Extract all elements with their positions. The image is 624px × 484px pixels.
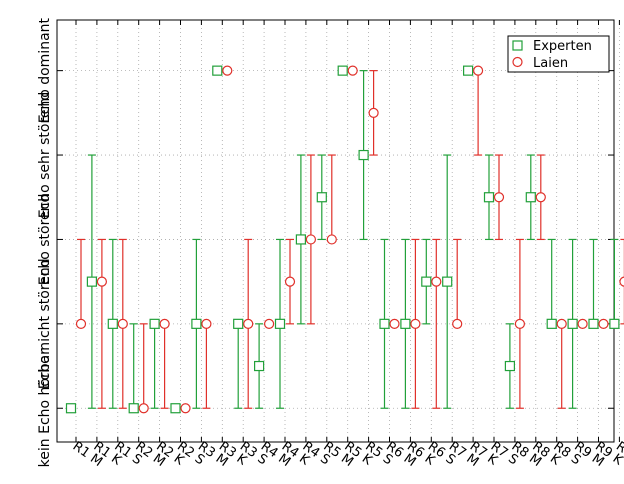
series (65, 65, 624, 414)
data-point-circle (347, 65, 358, 76)
data-point-circle (326, 234, 337, 245)
data-point-square (588, 318, 599, 329)
y-tick-label: Echo nicht störend (37, 258, 53, 389)
axis-ticks (57, 20, 620, 442)
data-point-circle (514, 318, 526, 329)
data-point-circle (117, 318, 128, 329)
data-point-square (233, 318, 244, 329)
data-point-square (107, 318, 118, 329)
x-tick-label: R9 S (613, 439, 624, 468)
data-point-circle (368, 107, 379, 118)
legend-marker-laien (512, 56, 523, 68)
data-point-circle (389, 318, 400, 329)
data-point-square (274, 318, 286, 329)
data-point-circle (619, 276, 624, 287)
data-point-circle (410, 318, 421, 329)
series-laien (75, 65, 624, 414)
data-point-circle (243, 318, 254, 329)
data-point-square (191, 318, 202, 329)
data-point-circle (138, 403, 149, 414)
data-point-circle (222, 65, 233, 76)
data-point-square (337, 65, 348, 76)
data-point-circle (556, 318, 567, 329)
legend-box (507, 35, 610, 73)
data-point-circle (598, 318, 609, 329)
data-point-circle (180, 403, 191, 414)
y-tick-label: Echo dominant (37, 17, 53, 123)
grid (57, 20, 620, 442)
data-point-square (65, 403, 77, 414)
data-point-square (170, 403, 181, 414)
data-point-square (421, 276, 432, 287)
data-point-circle (577, 318, 588, 329)
data-point-circle (431, 276, 442, 287)
data-point-circle (305, 234, 316, 245)
legend-marker-experten (512, 40, 523, 51)
data-point-circle (535, 192, 546, 203)
x-axis-labels: R1 MR1 KR1 SR2 MR2 KR2 SR3 MR3 KR3 SR4 M… (70, 439, 624, 470)
plot-frame (56, 19, 615, 443)
data-point-square (546, 318, 557, 329)
data-point-square (504, 360, 515, 372)
data-point-square (400, 318, 411, 329)
legend-label-experten: Experten (533, 39, 592, 54)
series-experten (65, 65, 620, 414)
data-point-square (525, 192, 536, 203)
data-point-circle (473, 65, 484, 76)
data-point-square (442, 276, 453, 287)
data-point-square (463, 65, 474, 76)
y-tick-label: Echo sehr störend (37, 92, 53, 219)
data-point-circle (264, 318, 275, 329)
data-point-square (358, 149, 369, 161)
data-point-circle (201, 318, 212, 329)
data-point-circle (159, 318, 170, 329)
data-point-square (609, 318, 620, 329)
data-point-square (295, 234, 306, 245)
data-point-circle (96, 276, 108, 287)
data-point-square (483, 192, 495, 203)
data-point-square (254, 360, 265, 372)
data-point-square (379, 318, 390, 329)
data-point-square (212, 65, 223, 76)
data-point-square (149, 318, 160, 329)
y-tick-label: kein Echo hörbar (37, 349, 53, 468)
data-point-circle (452, 318, 463, 329)
data-point-square (316, 192, 327, 203)
data-point-circle (493, 192, 505, 203)
legend-label-laien: Laien (533, 56, 568, 71)
data-point-circle (75, 318, 87, 329)
legend: Experten Laien (507, 35, 610, 73)
data-point-circle (284, 276, 296, 287)
data-point-square (567, 318, 578, 329)
data-point-square (128, 403, 139, 414)
data-point-square (86, 276, 98, 287)
y-tick-label: Echo störend (37, 194, 53, 286)
